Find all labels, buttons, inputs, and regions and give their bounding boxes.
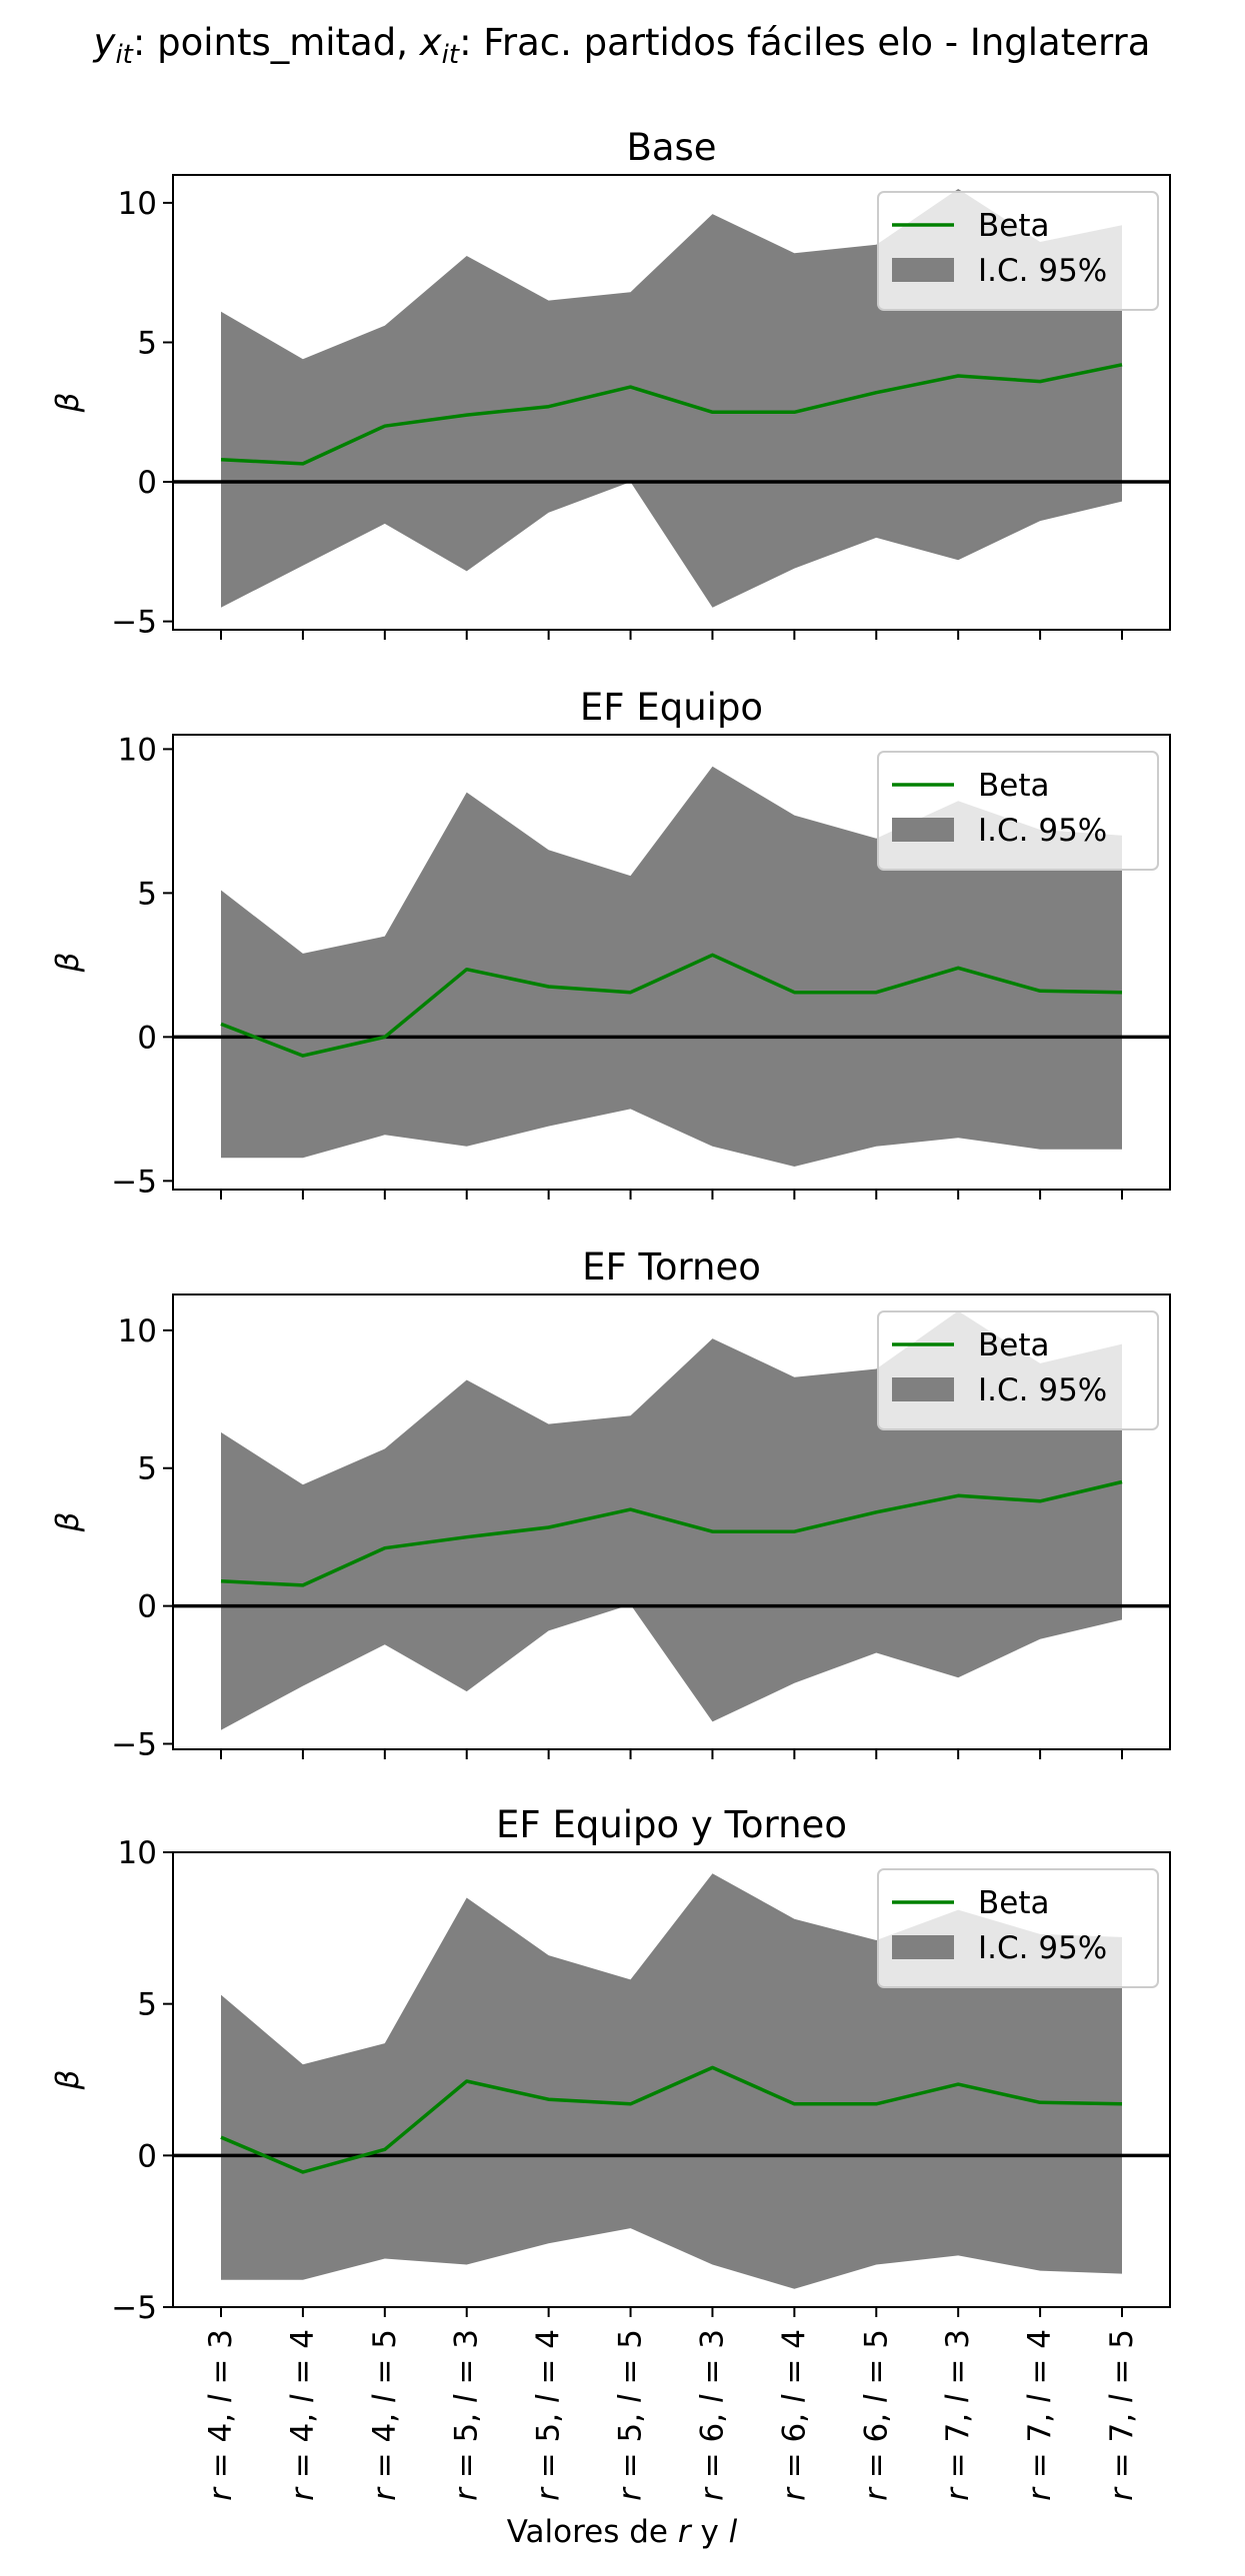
legend: Beta I.C. 95%	[877, 1868, 1159, 1988]
y-axis-label: β	[50, 953, 86, 974]
x-tick-label: r = 7, l = 4	[1022, 2329, 1058, 2501]
y-tick-label: 10	[118, 732, 157, 768]
legend-label-beta: Beta	[978, 208, 1050, 244]
beta-line	[220, 363, 1123, 466]
panel-3: EF Torneo 10 5 0 −5 β Beta I.C. 95%	[50, 1246, 1171, 1762]
y-tick-label: 0	[137, 1589, 157, 1625]
legend-band-swatch	[892, 818, 954, 842]
y-tick-label: 10	[118, 186, 157, 222]
panel-1: Base 10 5 0 −5 β Beta I.C. 95%	[50, 126, 1171, 641]
panel-4: EF Equipo y Torneo 10 5 0 −5 β Beta I.C. 95%	[50, 1803, 1171, 2326]
x-tick-label: r = 4, l = 3	[203, 2329, 239, 2501]
y-tick-label: 0	[137, 1020, 157, 1056]
legend-label-ci: I.C. 95%	[978, 1372, 1107, 1408]
legend-label-ci: I.C. 95%	[978, 813, 1107, 849]
y-tick-label: 0	[137, 2138, 157, 2174]
panel-title: EF Equipo	[580, 686, 763, 729]
panel-title: EF Torneo	[582, 1246, 761, 1288]
x-tick-label: r = 6, l = 4	[776, 2329, 812, 2501]
legend: Beta I.C. 95%	[877, 1310, 1159, 1430]
legend-label-beta: Beta	[978, 1885, 1050, 1921]
legend-label-beta: Beta	[978, 768, 1050, 804]
y-tick-label: −5	[111, 2290, 157, 2326]
x-tick-label: r = 6, l = 5	[858, 2329, 894, 2501]
y-tick-label: 5	[137, 1987, 157, 2023]
x-tick-label: r = 4, l = 5	[367, 2329, 403, 2501]
y-tick-label: 10	[118, 1835, 157, 1871]
axes-frame	[172, 1293, 1171, 1750]
y-tick-label: 5	[137, 1451, 157, 1487]
axes-frame	[172, 734, 1171, 1191]
y-tick-label: 0	[137, 465, 157, 501]
legend-label-ci: I.C. 95%	[978, 253, 1107, 289]
x-tick-label: r = 6, l = 3	[694, 2329, 730, 2501]
beta-line	[220, 2065, 1123, 2174]
x-tick-label: r = 4, l = 4	[285, 2329, 321, 2501]
y-tick-label: −5	[111, 605, 157, 641]
legend-band-swatch	[892, 258, 954, 282]
figure-suptitle: yit: points_mitad, xit: Frac. partidos f…	[93, 21, 1151, 70]
x-tick-label: r = 7, l = 3	[940, 2329, 976, 2501]
x-tick-labels: r = 4, l = 3 r = 4, l = 4 r = 4, l = 5 r = …	[203, 2329, 1140, 2501]
axes-frame	[172, 1851, 1171, 2308]
panel-2: EF Equipo 10 5 0 −5 β Beta I.C. 95%	[50, 686, 1171, 1200]
y-tick-label: 10	[118, 1313, 157, 1349]
x-tick-label: r = 5, l = 3	[449, 2329, 485, 2501]
legend: Beta I.C. 95%	[877, 751, 1159, 871]
legend-band-swatch	[892, 1935, 954, 1959]
axes-frame	[172, 174, 1171, 631]
panel-title: Base	[626, 126, 716, 169]
y-tick-label: 5	[137, 325, 157, 361]
legend-label-beta: Beta	[978, 1327, 1050, 1363]
y-axis-label: β	[50, 2070, 86, 2091]
beta-line	[220, 953, 1123, 1058]
y-tick-label: −5	[111, 1164, 157, 1200]
y-axis-label: β	[50, 393, 86, 414]
y-axis-label: β	[50, 1512, 86, 1533]
y-tick-label: 5	[137, 876, 157, 912]
legend-label-ci: I.C. 95%	[978, 1930, 1107, 1966]
panel-title: EF Equipo y Torneo	[496, 1803, 847, 1846]
x-tick-label: r = 5, l = 5	[613, 2329, 649, 2501]
legend: Beta I.C. 95%	[877, 191, 1159, 311]
beta-line	[220, 1479, 1123, 1587]
y-tick-label: −5	[111, 1726, 157, 1762]
legend-band-swatch	[892, 1377, 954, 1401]
x-axis-label: Valores de r y l	[507, 2514, 738, 2550]
x-tick-label: r = 5, l = 4	[531, 2329, 567, 2501]
x-tick-label: r = 7, l = 5	[1104, 2329, 1140, 2501]
